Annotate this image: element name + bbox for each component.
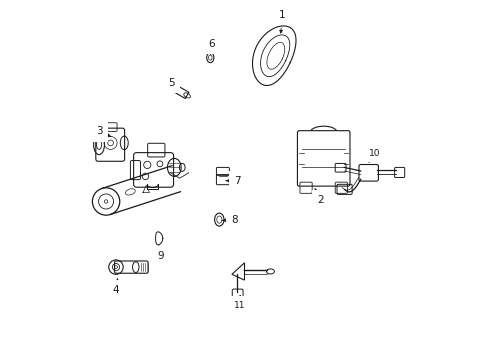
Text: 8: 8 (223, 215, 237, 225)
Text: 1: 1 (279, 10, 285, 33)
Text: 5: 5 (168, 78, 176, 89)
Text: 11: 11 (234, 296, 245, 310)
Text: 9: 9 (157, 246, 164, 261)
Text: 7: 7 (225, 176, 240, 186)
Text: 2: 2 (314, 189, 323, 205)
Text: 4: 4 (112, 279, 119, 295)
Text: 6: 6 (207, 39, 214, 54)
Text: 10: 10 (368, 149, 380, 162)
Text: 3: 3 (96, 126, 111, 136)
